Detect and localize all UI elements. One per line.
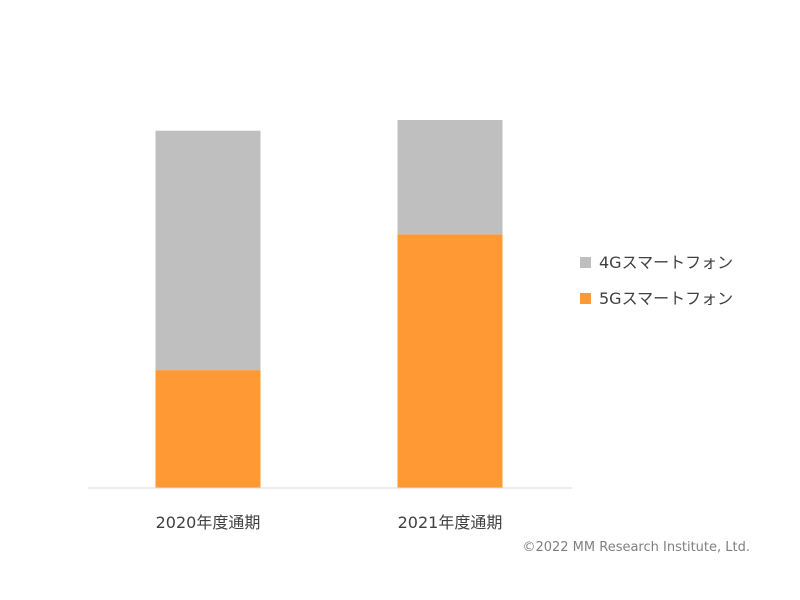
copyright-text: ©2022 MM Research Institute, Ltd. <box>522 540 750 555</box>
bars-group <box>155 120 503 488</box>
bar-4g-1 <box>155 130 261 371</box>
bar-5g-1 <box>155 370 261 488</box>
x-tick-label: 2021年度通期 <box>398 513 503 532</box>
legend-swatch-5g <box>580 293 591 304</box>
bar-5g-2 <box>397 234 503 488</box>
x-tick-labels: 2020年度通期 2021年度通期 <box>156 513 503 532</box>
legend-label-5g: 5Gスマートフォン <box>599 289 733 308</box>
bar-4g-2 <box>397 120 503 235</box>
legend-label-4g: 4Gスマートフォン <box>599 253 733 272</box>
x-tick-label: 2020年度通期 <box>156 513 261 532</box>
legend: 4Gスマートフォン 5Gスマートフォン <box>580 253 733 308</box>
legend-swatch-4g <box>580 257 591 268</box>
